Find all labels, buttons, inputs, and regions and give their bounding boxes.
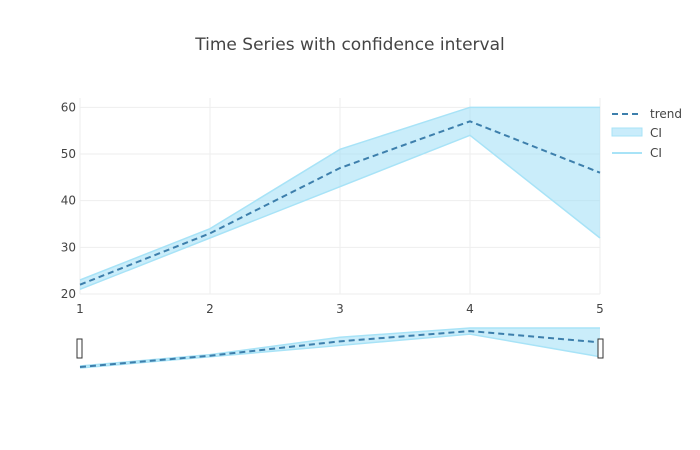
chart-title: Time Series with confidence interval	[194, 35, 504, 55]
y-axis: 20 30 40 50 60	[61, 100, 76, 301]
ci-band	[80, 107, 600, 290]
slider-ci-upper-line	[79, 327, 600, 367]
ci-upper-line	[79, 106, 600, 281]
y-tick-label: 30	[61, 240, 76, 254]
x-tick-label: 4	[466, 302, 474, 316]
legend-item-trend[interactable]: trend	[650, 107, 682, 121]
x-tick-label: 1	[76, 302, 84, 316]
slider-ci-band	[80, 328, 600, 368]
slider-ci-lower-line	[79, 333, 601, 369]
y-tick-label: 50	[61, 147, 76, 161]
y-tick-label: 20	[61, 287, 76, 301]
x-tick-label: 5	[596, 302, 604, 316]
ci-lower-line	[79, 134, 601, 291]
plot-area[interactable]	[79, 106, 601, 291]
legend-item-ci-upper[interactable]: CI	[650, 126, 662, 140]
trend-line	[79, 120, 601, 286]
y-tick-label: 60	[61, 100, 76, 114]
x-tick-label: 3	[336, 302, 344, 316]
legend-item-ci-lower[interactable]: CI	[650, 146, 662, 160]
legend-ci-fill-swatch	[611, 127, 643, 137]
x-tick-label: 2	[206, 302, 214, 316]
range-slider[interactable]	[76, 327, 604, 369]
x-axis: 1 2 3 4 5	[76, 302, 604, 316]
y-tick-label: 40	[61, 194, 76, 208]
range-slider-left-handle[interactable]	[76, 338, 83, 359]
slider-trend-line	[79, 330, 601, 368]
range-slider-right-handle[interactable]	[597, 338, 604, 359]
legend: trend CI CI	[611, 107, 682, 160]
